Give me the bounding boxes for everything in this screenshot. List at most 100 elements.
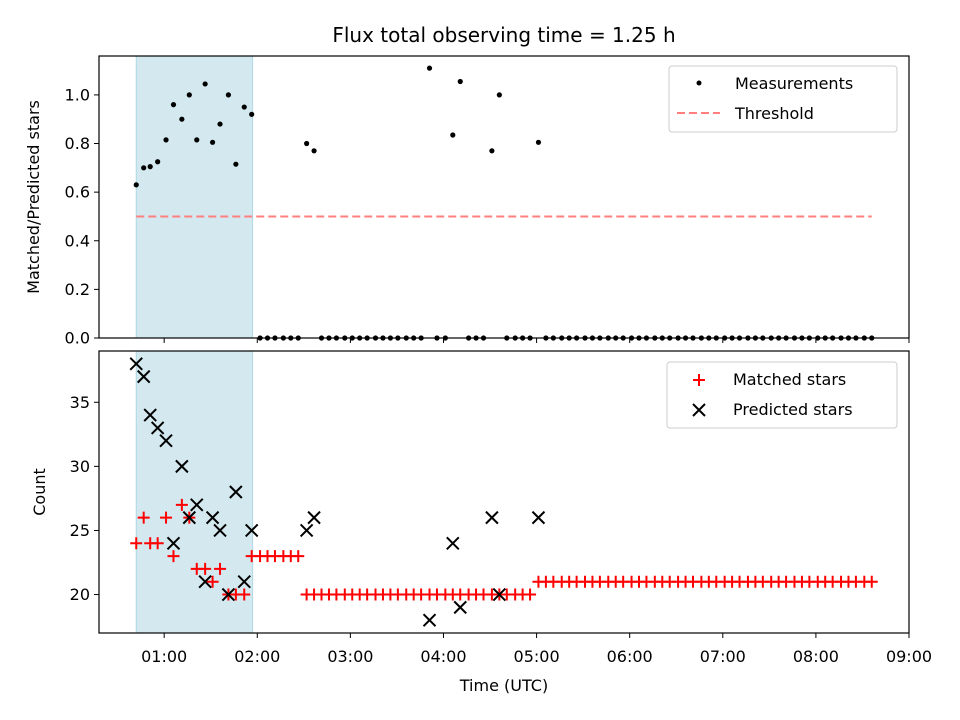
predicted-star-marker [129,357,143,371]
measurement-point [202,81,208,87]
matched-star-marker [214,562,227,575]
predicted-star-marker [237,575,251,589]
legend-threshold-label: Threshold [734,104,814,123]
measurement-point [496,92,502,98]
predicted-star-marker [136,369,151,384]
legend-measurements-marker [696,80,702,86]
top-y-tick-label: 1.0 [65,85,90,104]
predicted-star-marker [213,523,227,538]
bottom-y-tick-label: 35 [70,393,90,412]
predicted-star-marker [198,575,212,589]
bottom-legend: Matched stars Predicted stars [666,361,898,429]
matched-star-marker [151,537,164,550]
measurement-point [133,182,139,188]
measurement-point [241,104,247,110]
measurement-point [457,78,463,85]
bottom-y-axis-label: Count [30,468,49,516]
predicted-star-marker [453,600,467,615]
predicted-star-marker [446,536,460,550]
measurement-point [163,137,169,143]
top-y-tick-label: 0.2 [65,280,90,299]
legend-predicted-marker [692,403,706,417]
bottom-observing-window-shade [135,350,254,634]
predicted-star-marker [182,510,197,525]
legend-matched-label: Matched stars [733,370,846,389]
legend-matched-marker [693,374,705,386]
predicted-star-marker [205,510,220,525]
predicted-star-marker [307,510,321,525]
matched-star-marker [206,575,219,588]
measurement-point [450,132,456,138]
top-observing-window-shade [135,55,254,339]
measurement-point [233,161,239,167]
top-y-axis-label: Matched/Predicted stars [24,100,43,294]
measurement-point [489,148,495,154]
predicted-star-marker [221,587,236,602]
bottom-x-tick-label: 04:00 [420,647,466,666]
bottom-x-tick-label: 07:00 [700,647,746,666]
matched-star-marker [130,537,143,550]
measurement-point [217,121,223,127]
predicted-star-marker [299,523,314,538]
measurement-point [426,65,433,71]
bottom-x-tick-label: 09:00 [886,647,932,666]
predicted-star-marker [150,421,165,435]
measurement-point [209,139,216,145]
top-y-tick-label: 0.4 [65,231,90,250]
top-x-ticks [163,338,910,343]
matched-star-marker [167,550,180,563]
measurement-point [249,111,255,117]
predicted-star-marker [244,523,259,538]
measurement-point [155,159,161,165]
top-plot-frame [98,55,910,339]
matched-star-marker [524,588,537,601]
bottom-y-axis: 20 25 30 35 [70,393,99,604]
measurement-point [186,92,192,98]
bottom-y-tick-label: 20 [70,585,90,604]
matched-star-marker [137,511,150,524]
bottom-plot-frame [98,350,910,634]
bottom-x-axis-label: Time (UTC) [459,676,548,695]
legend-predicted-label: Predicted stars [733,400,853,419]
matched-star-marker [175,498,188,511]
matched-star-marker [160,511,173,524]
predicted-star-marker [159,434,173,448]
predicted-star-marker [531,510,546,525]
measurement-point [311,148,317,154]
shaded-span [135,350,254,634]
predicted-star-marker [166,536,181,550]
bottom-x-tick-label: 03:00 [327,647,373,666]
legend-measurements-label: Measurements [735,74,853,93]
matched-star-marker [292,550,305,563]
measurement-point [304,140,310,147]
top-y-axis: 0.0 0.2 0.4 0.6 0.8 1.0 [65,85,99,348]
bottom-y-tick-label: 30 [70,457,90,476]
predicted-star-marker [229,485,243,499]
matched-star-marker [199,562,212,575]
bottom-y-tick-label: 25 [70,521,90,540]
predicted-star-marker [143,408,157,422]
shaded-span [135,55,254,339]
top-y-tick-label: 0.0 [65,329,90,348]
predicted-star-marker [190,498,204,512]
measurement-point [194,137,200,143]
matched-star-marker [865,575,878,588]
top-y-tick-label: 0.6 [65,183,90,202]
measurement-point [225,92,232,98]
bottom-x-tick-label: 01:00 [141,647,187,666]
measurement-point [141,165,147,171]
predicted-star-marker [175,459,189,474]
predicted-star-marker [485,510,499,525]
matched-star-marker [238,588,251,601]
chart-title: Flux total observing time = 1.25 h [332,23,675,47]
bottom-x-tick-label: 06:00 [607,647,653,666]
bottom-plot-marks [129,357,878,627]
bottom-x-axis: 01:00 02:00 03:00 04:00 05:00 06:00 07:00 08:00… [141,633,932,666]
predicted-star-marker [422,613,437,627]
top-y-tick-label: 0.8 [65,134,90,153]
measurement-point [535,139,542,145]
bottom-x-tick-label: 02:00 [234,647,280,666]
measurement-point [179,116,185,122]
predicted-star-marker [492,587,507,602]
